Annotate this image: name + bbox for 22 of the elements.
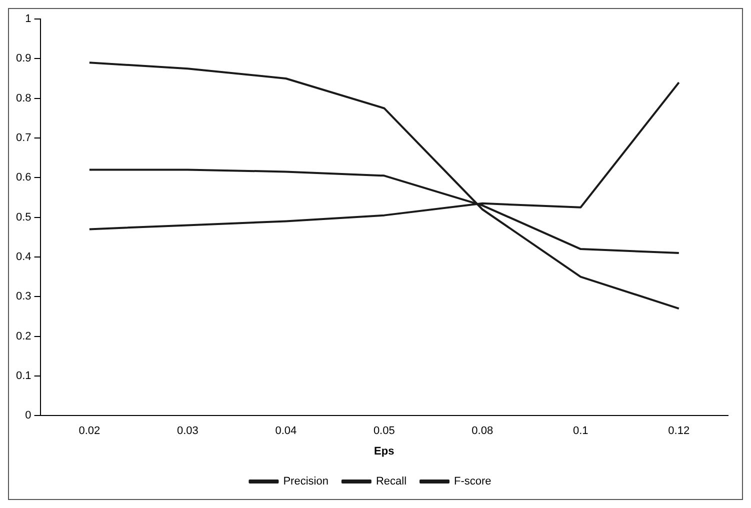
y-tick-label: 0.4 [16,250,32,263]
x-tick-label: 0.12 [668,425,690,438]
y-tick-label: 0.6 [16,172,32,184]
x-tick-label: 0.04 [275,425,297,438]
legend-label: F-score [454,476,492,488]
y-tick-label: 0.2 [16,330,32,342]
legend-label: Precision [283,476,328,488]
y-tick-label: 0.9 [16,52,32,65]
y-tick-label: 1 [25,13,32,26]
x-tick-label: 0.05 [373,425,395,438]
x-axis-title: Eps [374,445,394,458]
y-tick-label: 0.3 [16,290,32,303]
x-tick-label: 0.1 [572,425,588,438]
y-tick-label: 0.8 [16,92,32,104]
y-tick-label: 0.5 [16,211,32,224]
x-tick-label: 0.02 [78,425,100,438]
y-tick-label: 0.7 [16,132,32,144]
y-tick-label: 0.1 [16,370,32,382]
y-tick-label: 0 [25,410,32,422]
legend-label: Recall [376,476,407,488]
x-tick-label: 0.03 [176,425,198,438]
x-tick-label: 0.08 [472,425,494,438]
